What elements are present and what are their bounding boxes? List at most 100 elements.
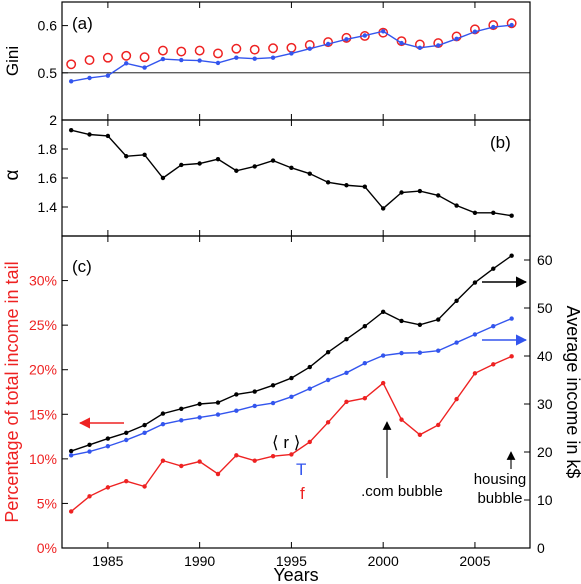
threshold-T-point: [289, 394, 294, 399]
panel-a-ylabel: Gini: [3, 46, 22, 76]
alpha-point: [179, 162, 184, 168]
tail-share-f-point: [436, 422, 441, 428]
avg-r-point: [142, 422, 147, 428]
gini-open-circle: [323, 37, 334, 48]
gini-open-circle: [139, 52, 150, 63]
x-tick-label: 1985: [92, 553, 123, 569]
gini-open-circle: [268, 43, 279, 54]
gini-blue-point: [362, 33, 368, 38]
panel-c: (c) Percentage of total income in tail A…: [2, 235, 581, 584]
gini-blue-point: [197, 58, 202, 63]
threshold-T-point: [68, 453, 74, 458]
threshold-T-point: [142, 430, 147, 435]
tail-share-f-point: [509, 354, 514, 359]
tail-share-f-point: [234, 453, 239, 458]
y-tick-label: 0.5: [38, 65, 58, 81]
panel-b-label: (b): [490, 133, 511, 152]
avg-r-point: [68, 448, 74, 454]
tail-share-f-point: [87, 494, 92, 499]
y-tick-label: 0.6: [38, 18, 58, 34]
y-tick-label: 30%: [29, 273, 57, 289]
gini-open-circle: [66, 59, 77, 70]
avg-r-point: [289, 375, 294, 381]
y-tick-label: 1.8: [38, 141, 58, 157]
gini-blue-point: [307, 46, 312, 51]
gini-open-circle: [506, 18, 517, 29]
y-tick-label-right: 0: [537, 540, 545, 556]
panel-c-xlabel: Years: [273, 565, 318, 584]
tail-share-f-point: [179, 463, 184, 469]
avg-r-point: [362, 324, 368, 329]
threshold-T-point: [325, 377, 331, 383]
tail-share-f-point: [68, 509, 74, 514]
alpha-point: [472, 210, 478, 215]
tail-share-f-point: [399, 417, 404, 422]
threshold-T-point: [399, 350, 404, 356]
y-tick-label: 0%: [37, 540, 57, 556]
alpha-point: [142, 152, 147, 157]
panel-b-ylabel: α: [2, 169, 23, 180]
gini-blue-point: [399, 40, 404, 46]
avg-r-point: [380, 309, 386, 315]
alpha-point: [68, 127, 74, 133]
gini-blue-point: [325, 41, 331, 47]
gini-blue-point: [472, 29, 478, 34]
y-tick-label: 1.6: [38, 170, 58, 186]
threshold-T-point: [307, 386, 312, 391]
avg-r-point: [252, 389, 257, 394]
avg-r-point: [417, 322, 423, 327]
gini-blue-point: [289, 51, 294, 56]
threshold-T-point: [436, 348, 441, 353]
annotation-bubble: bubble: [477, 490, 522, 507]
tail-share-f-point: [197, 459, 202, 464]
x-tick-label: 2000: [368, 553, 399, 569]
tail-share-f-point: [105, 485, 111, 490]
threshold-T-point: [270, 400, 276, 406]
gini-open-circle: [488, 20, 499, 31]
threshold-T-point: [197, 415, 202, 420]
avg-r-point: [215, 400, 221, 405]
alpha-point: [417, 188, 423, 194]
alpha-point: [105, 133, 111, 139]
tail-share-f-point: [252, 458, 257, 463]
x-tick-label: 1995: [276, 553, 307, 569]
alpha-point: [344, 183, 349, 188]
alpha-point: [509, 213, 514, 218]
tail-share-f-point: [325, 420, 331, 425]
alpha-point: [380, 206, 386, 211]
alpha-point: [87, 132, 92, 137]
gini-open-circle: [213, 48, 223, 59]
gini-blue-point: [454, 36, 459, 42]
alpha-point: [270, 158, 276, 163]
gini-blue-point: [380, 29, 386, 34]
alpha-point: [234, 168, 239, 173]
alpha-point: [289, 165, 294, 171]
annotation-dotcom-bubble: .com bubble: [361, 483, 443, 500]
panel-c-frame: [61, 235, 531, 549]
y-tick-label: 10%: [29, 451, 57, 467]
tail-share-f-point: [417, 432, 423, 437]
avg-r-point: [344, 337, 349, 342]
gini-open-circle: [84, 55, 95, 66]
gini-open-circle: [176, 46, 187, 57]
y-tick-label-right: 30: [537, 396, 553, 412]
threshold-T-point: [160, 421, 166, 427]
threshold-T-point: [87, 449, 92, 454]
tail-share-f-point: [142, 484, 147, 489]
gini-blue-point: [234, 55, 239, 60]
avg-r-point: [509, 253, 514, 258]
annotation-housing: housing: [474, 471, 527, 488]
gini-blue-point: [160, 56, 166, 62]
threshold-T-point: [454, 340, 459, 345]
avg-r-point: [307, 364, 312, 370]
gini-blue-point: [509, 22, 514, 28]
y-tick-label: 20%: [29, 362, 57, 378]
threshold-T-point: [380, 353, 386, 358]
gini-blue-point: [124, 61, 129, 66]
y-tick-label: 2: [49, 112, 57, 128]
gini-blue-point: [417, 45, 423, 50]
alpha-point: [160, 175, 166, 181]
avg-r-line: [70, 255, 513, 452]
threshold-T-point: [417, 350, 423, 355]
gini-blue-point: [105, 73, 111, 78]
